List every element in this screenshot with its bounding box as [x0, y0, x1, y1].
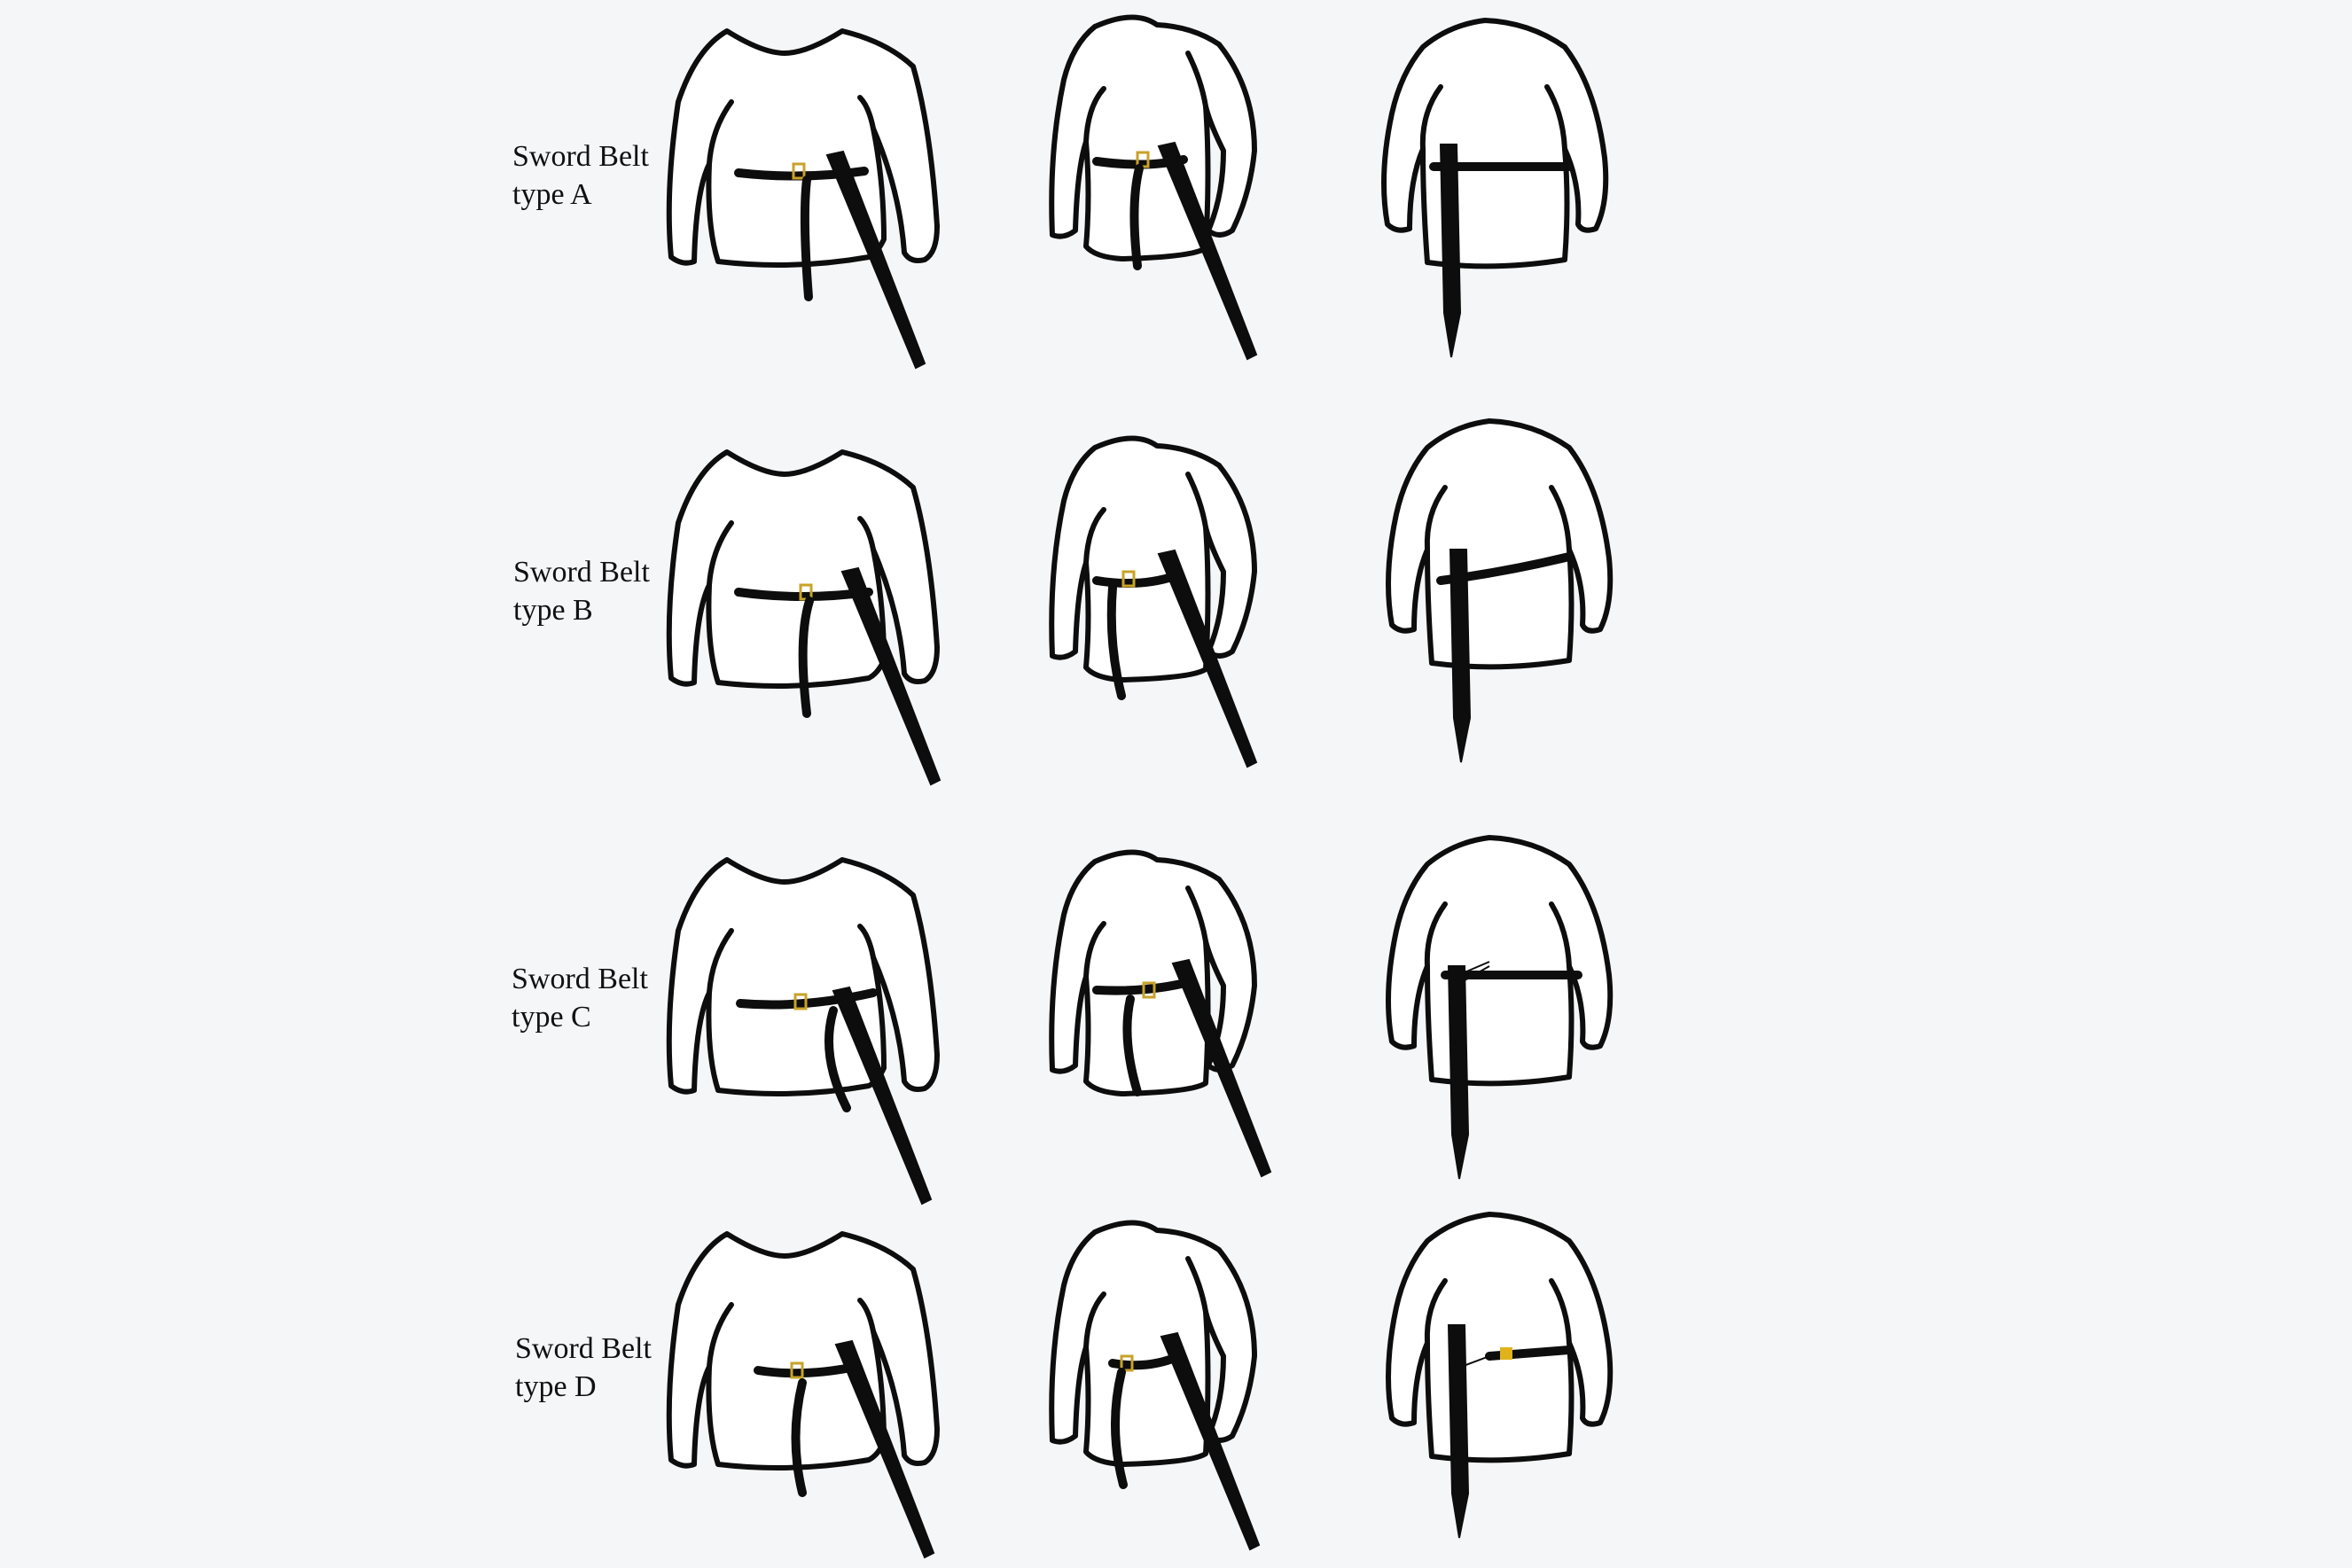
figure-b-back — [1388, 421, 1610, 763]
buckle-icon — [1142, 981, 1156, 999]
clasp-icon — [1500, 1347, 1512, 1360]
figure-b-front — [669, 452, 941, 785]
label-type-d: Sword Belt type D — [515, 1330, 675, 1406]
buckle-icon — [792, 162, 806, 180]
buckle-icon — [1121, 570, 1136, 588]
figure-b-threeq — [1051, 438, 1257, 768]
figure-d-back — [1388, 1214, 1610, 1539]
buckle-icon — [790, 1361, 804, 1379]
figure-d-front — [669, 1234, 937, 1558]
row-type-d — [669, 1214, 1610, 1558]
figure-a-threeq — [1051, 17, 1257, 360]
figure-c-front — [669, 860, 937, 1205]
label-type-d-line2: type D — [515, 1370, 597, 1403]
label-type-c-line1: Sword Belt — [512, 963, 648, 995]
row-type-b — [669, 421, 1610, 785]
buckle-icon — [1120, 1354, 1134, 1372]
figure-a-front — [669, 31, 937, 369]
buckle-icon — [793, 993, 808, 1010]
label-type-a-line1: Sword Belt — [512, 140, 649, 173]
label-type-b-line1: Sword Belt — [513, 556, 650, 589]
label-type-a: Sword Belt type A — [512, 137, 672, 214]
label-type-d-line1: Sword Belt — [515, 1332, 652, 1365]
figure-c-threeq — [1051, 852, 1271, 1177]
label-type-c-line2: type C — [512, 1001, 591, 1034]
figure-a-back — [1384, 20, 1606, 358]
label-type-b: Sword Belt type B — [513, 553, 673, 629]
row-type-c — [669, 838, 1610, 1205]
label-type-b-line2: type B — [513, 594, 593, 627]
label-type-c: Sword Belt type C — [512, 960, 671, 1036]
figure-c-back — [1388, 838, 1610, 1180]
row-type-a — [669, 17, 1606, 369]
label-type-a-line2: type A — [512, 178, 592, 211]
figure-d-threeq — [1051, 1222, 1260, 1550]
